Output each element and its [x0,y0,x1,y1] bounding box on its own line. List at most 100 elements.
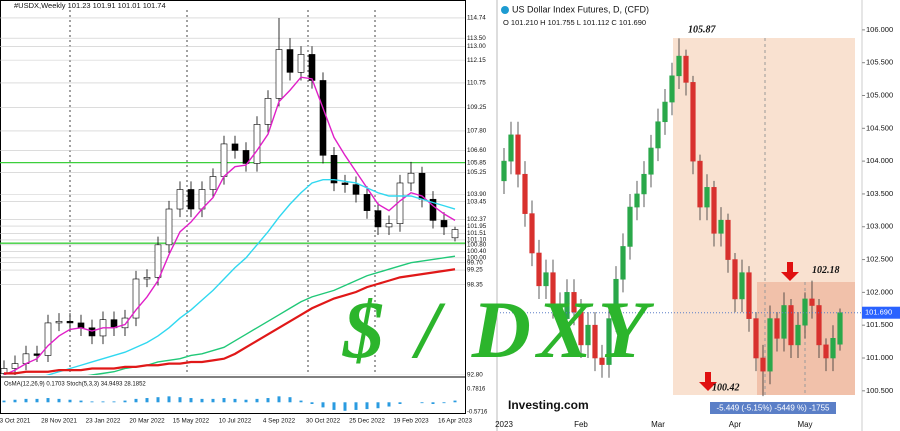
candle-body [802,298,808,326]
candle-body [187,189,195,210]
indicator-bar [101,401,105,403]
indicator-bar [442,402,446,404]
candle-body [781,305,787,339]
candle-body [683,55,689,83]
x-tick-label: 3 Oct 2021 [0,418,31,425]
indicator-bar [57,398,61,403]
candle-body [66,320,74,324]
candle-body [760,357,766,372]
x-tick-label: 28 Nov 2021 [41,418,77,425]
indicator-bar [266,398,270,403]
candle-body [704,187,710,208]
indicator-bar [13,399,17,403]
moving-average [87,255,456,375]
moving-average [4,268,456,375]
y-tick-label: 103.000 [866,222,893,231]
y-tick-label: 103.45 [467,198,487,205]
candle-body [711,187,717,234]
indicator-bar [244,399,248,403]
annotation: 105.87 [688,25,717,36]
indicator-label: OsMA(12,26,9) 0.1703 Stoch(5,3,3) 34.949… [4,382,146,388]
candle-body [11,363,19,369]
indicator-bar [222,398,226,403]
price-tag [862,306,900,319]
candle-body [176,189,184,210]
candle-body [795,324,801,346]
arrow-down [699,372,717,391]
indicator-bar [156,397,160,403]
candle-body [655,121,661,149]
candle-body [522,173,528,214]
indicator-bar [178,397,182,403]
indicator-bar [387,402,391,407]
right-title: US Dollar Index Futures, D, (CFD) [512,4,649,14]
indicator-bar [167,396,171,403]
y-tick-label: 105.000 [866,90,893,99]
arrow-down [781,262,799,281]
y-tick-label: 102.000 [866,287,893,296]
y-tick-label: 92.80 [467,372,483,379]
candle-body [88,327,96,337]
candle-body [620,246,626,280]
logo: Investing.com [508,398,589,412]
candle-body [788,305,794,346]
indicator-tick-label: -0.5716 [467,410,488,416]
indicator-bar [2,400,6,403]
y-tick-label: 114.74 [467,15,486,22]
candle-body [451,229,459,239]
x-tick-label: 19 Feb 2023 [393,418,429,425]
change-box [710,402,836,414]
candle-body [209,176,217,190]
y-tick-label: 100.500 [866,386,893,395]
y-tick-label: 112.15 [467,57,486,64]
candle-body [352,184,360,195]
indicator-bar [453,400,457,403]
indicator-tick-label: 0.7816 [467,387,486,393]
plot-area [0,17,465,375]
x-tick-label: 25 Dec 2022 [349,418,385,425]
indicator-bar [431,402,435,404]
candle-body [44,322,52,356]
indicator-bar [332,402,336,410]
candle-body [662,101,668,123]
y-tick-label: 113.00 [467,43,486,50]
x-tick-label: 4 Sep 2022 [263,418,296,425]
indicator-bar [189,398,193,403]
annotation: 102.18 [812,265,840,276]
candle-body [165,208,173,246]
candle-body [529,213,535,254]
indicator-bar [24,398,28,403]
indicator-bar [79,400,83,403]
x-tick-label: 20 Mar 2022 [129,418,165,425]
ohlc: O 101.210 H 101.755 L 101.112 C 101.690 [503,18,646,27]
candle-body [264,98,272,125]
price-label: 101.690 [865,308,892,317]
indicator-bar [420,402,424,404]
candle-body [564,292,570,319]
change-text: -5.449 (-5.15%) -5449 %) -1755 [717,404,831,413]
y-tick-label: 101.000 [866,353,893,362]
x-tick-label: 10 Jul 2022 [219,418,252,425]
y-tick-label: 104.500 [866,123,893,132]
x-tick-label: Apr [729,420,742,429]
candle-body [641,173,647,195]
y-tick-label: 99.25 [467,267,483,274]
candle-body [732,259,738,300]
candle-body [809,298,815,306]
left-title: #USDX,Weekly 101.23 101.91 101.01 101.74 [14,1,166,10]
indicator-bar [123,400,127,403]
candle-body [121,317,129,329]
candle-body [385,223,393,228]
candle-body [508,134,514,162]
y-tick-label: 102.500 [866,255,893,264]
moving-average [3,76,456,375]
x-tick-label: Mar [651,420,665,429]
candle-body [648,147,654,175]
indicator-bar [134,398,138,403]
y-tick-label: 109.25 [467,104,487,111]
symbol-icon [501,6,509,14]
y-tick-label: 100.80 [467,241,487,248]
candle-body [297,54,305,73]
y-tick-label: 106.60 [467,147,487,154]
